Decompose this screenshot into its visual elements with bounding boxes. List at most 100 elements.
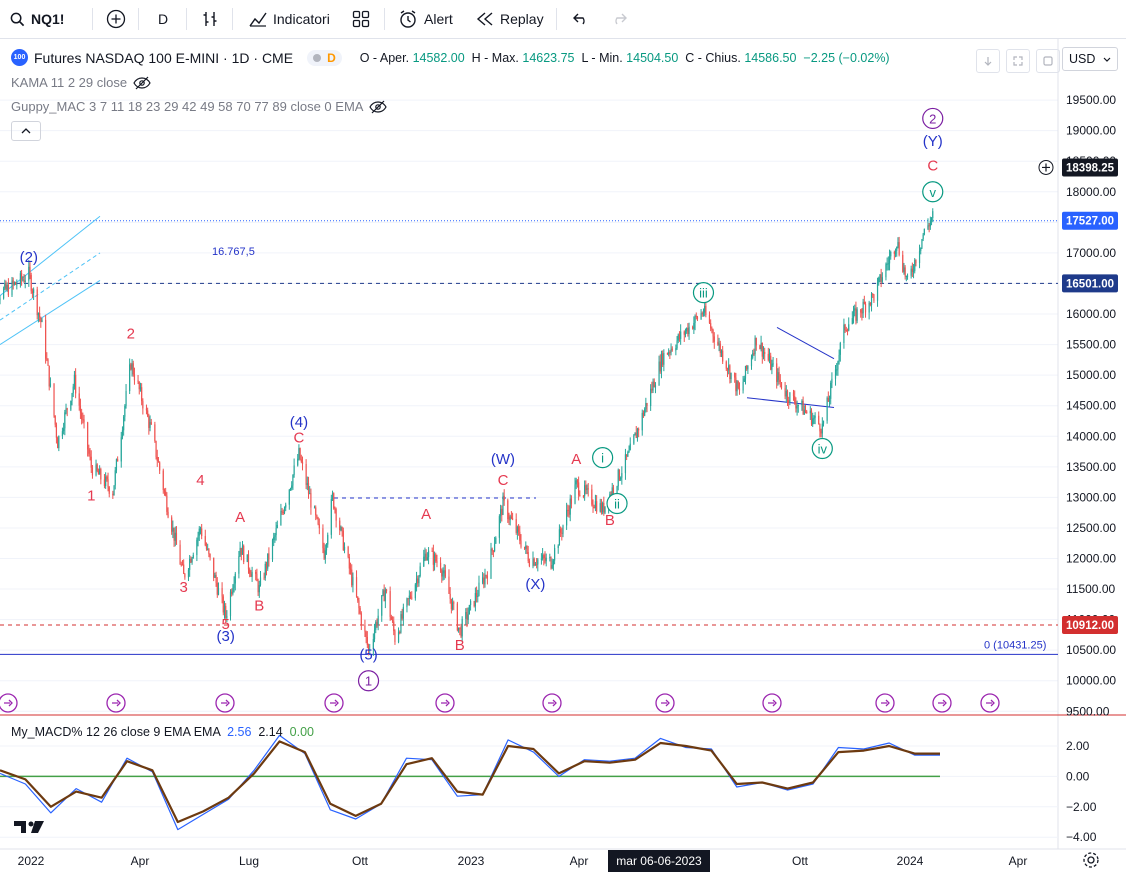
candle-body: [845, 330, 847, 332]
candle-body: [599, 503, 601, 512]
candle-body: [207, 548, 209, 550]
candle-body: [904, 267, 906, 277]
candle-body: [307, 483, 310, 494]
alert-button[interactable]: Alert: [398, 0, 453, 38]
candle-body: [149, 422, 151, 428]
candle-body: [669, 352, 671, 354]
candle-body: [594, 501, 597, 509]
market-status-badge[interactable]: D: [307, 49, 342, 66]
eye-off-icon[interactable]: [133, 76, 151, 90]
macd-legend[interactable]: My_MACD% 12 26 close 9 EMA EMA 2.56 2.14…: [11, 725, 314, 739]
wave-label: 5: [222, 616, 230, 633]
candle-body: [786, 390, 789, 401]
pane-window-button[interactable]: [1036, 49, 1060, 73]
undo-button[interactable]: [572, 0, 590, 38]
candle-body: [229, 591, 232, 616]
layouts-button[interactable]: [352, 0, 370, 38]
candle-body: [660, 353, 663, 372]
candle-body: [683, 331, 685, 335]
indicator-guppy[interactable]: Guppy_MAC 3 7 11 18 23 29 42 49 58 70 77…: [11, 99, 388, 114]
candle-body: [137, 380, 139, 383]
candle-body: [348, 556, 350, 569]
redo-button[interactable]: [610, 0, 628, 38]
indicator-kama[interactable]: KAMA 11 2 29 close: [11, 75, 151, 90]
candle-body: [174, 532, 176, 541]
candle-body: [57, 437, 59, 449]
chart-type-button[interactable]: [200, 0, 220, 38]
candle-body: [12, 280, 14, 285]
candle-body: [364, 625, 366, 632]
currency-select[interactable]: USD: [1062, 47, 1118, 71]
price-chart[interactable]: 16.767,50 (10431.25) (2)2143A5B(3)(4)C(5…: [0, 39, 1126, 881]
candle-body: [78, 393, 80, 406]
symbol-search[interactable]: NQ1!: [10, 0, 64, 38]
candle-body: [226, 615, 228, 618]
low-label: L - Min.: [581, 50, 623, 65]
candle-body: [73, 374, 76, 387]
candle-body: [159, 462, 161, 471]
candle-body: [121, 430, 124, 438]
candle-body: [358, 600, 360, 609]
event-marker-arrow: [661, 699, 670, 707]
candle-body: [28, 266, 30, 281]
candle-body: [626, 454, 628, 457]
candle-body: [475, 593, 478, 598]
eye-off-icon[interactable]: [369, 100, 388, 114]
candle-body: [189, 558, 191, 570]
time-tick-label: 2024: [897, 854, 924, 868]
alert-label: Alert: [424, 11, 453, 27]
candle-body: [41, 319, 43, 323]
candle-body: [545, 557, 547, 562]
candle-body: [352, 577, 354, 586]
candle-body: [369, 649, 371, 651]
candle-body: [910, 268, 912, 276]
candle-body: [525, 545, 527, 549]
indicators-button[interactable]: Indicatori: [248, 0, 330, 38]
candle-body: [700, 313, 702, 320]
event-marker-arrow: [768, 699, 777, 707]
move-down-button[interactable]: [976, 49, 1000, 73]
candle-body: [215, 575, 217, 583]
macd-value-3: 0.00: [289, 725, 314, 739]
wedge-upper-line: [776, 327, 835, 360]
candle-body: [198, 528, 200, 536]
candle-body: [780, 382, 783, 389]
candle-body: [516, 527, 518, 533]
candle-body: [165, 491, 167, 496]
compare-button[interactable]: [106, 0, 126, 38]
candle-body: [645, 403, 647, 410]
settings-button[interactable]: [1082, 851, 1100, 874]
candle-body: [402, 607, 404, 619]
candle-body: [181, 564, 184, 566]
candle-body: [117, 459, 119, 462]
collapse-legend-button[interactable]: [11, 121, 41, 141]
candle-body: [427, 550, 430, 558]
candle-body: [826, 397, 828, 421]
candle-body: [662, 353, 664, 365]
candle-body: [813, 417, 815, 419]
candle-body: [574, 484, 576, 504]
chart-area[interactable]: 16.767,5 0 (10431.25) (2) 2 1 4 3 A 5 B (3) (4) C (5…: [0, 39, 1126, 881]
maximize-pane-button[interactable]: [1006, 49, 1030, 73]
candle-body: [734, 372, 736, 378]
interval-button[interactable]: D: [158, 0, 168, 38]
gear-icon: [1083, 852, 1099, 868]
candle-body: [878, 277, 880, 283]
macd-tick-label: 2.00: [1066, 739, 1090, 753]
candle-body: [385, 589, 388, 592]
candle-body: [668, 352, 670, 355]
candle-body: [696, 316, 699, 320]
candle-body: [157, 460, 160, 463]
candle-body: [292, 474, 294, 486]
candle-body: [283, 507, 286, 514]
candle-body: [903, 267, 905, 272]
candle-body: [54, 415, 56, 425]
replay-button[interactable]: Replay: [476, 0, 544, 38]
candle-body: [82, 419, 84, 421]
candle-body: [881, 277, 883, 282]
candle-body: [29, 266, 31, 276]
candle-body: [519, 531, 521, 541]
candle-body: [223, 605, 226, 613]
candle-body: [846, 330, 849, 332]
candle-body: [37, 313, 40, 316]
